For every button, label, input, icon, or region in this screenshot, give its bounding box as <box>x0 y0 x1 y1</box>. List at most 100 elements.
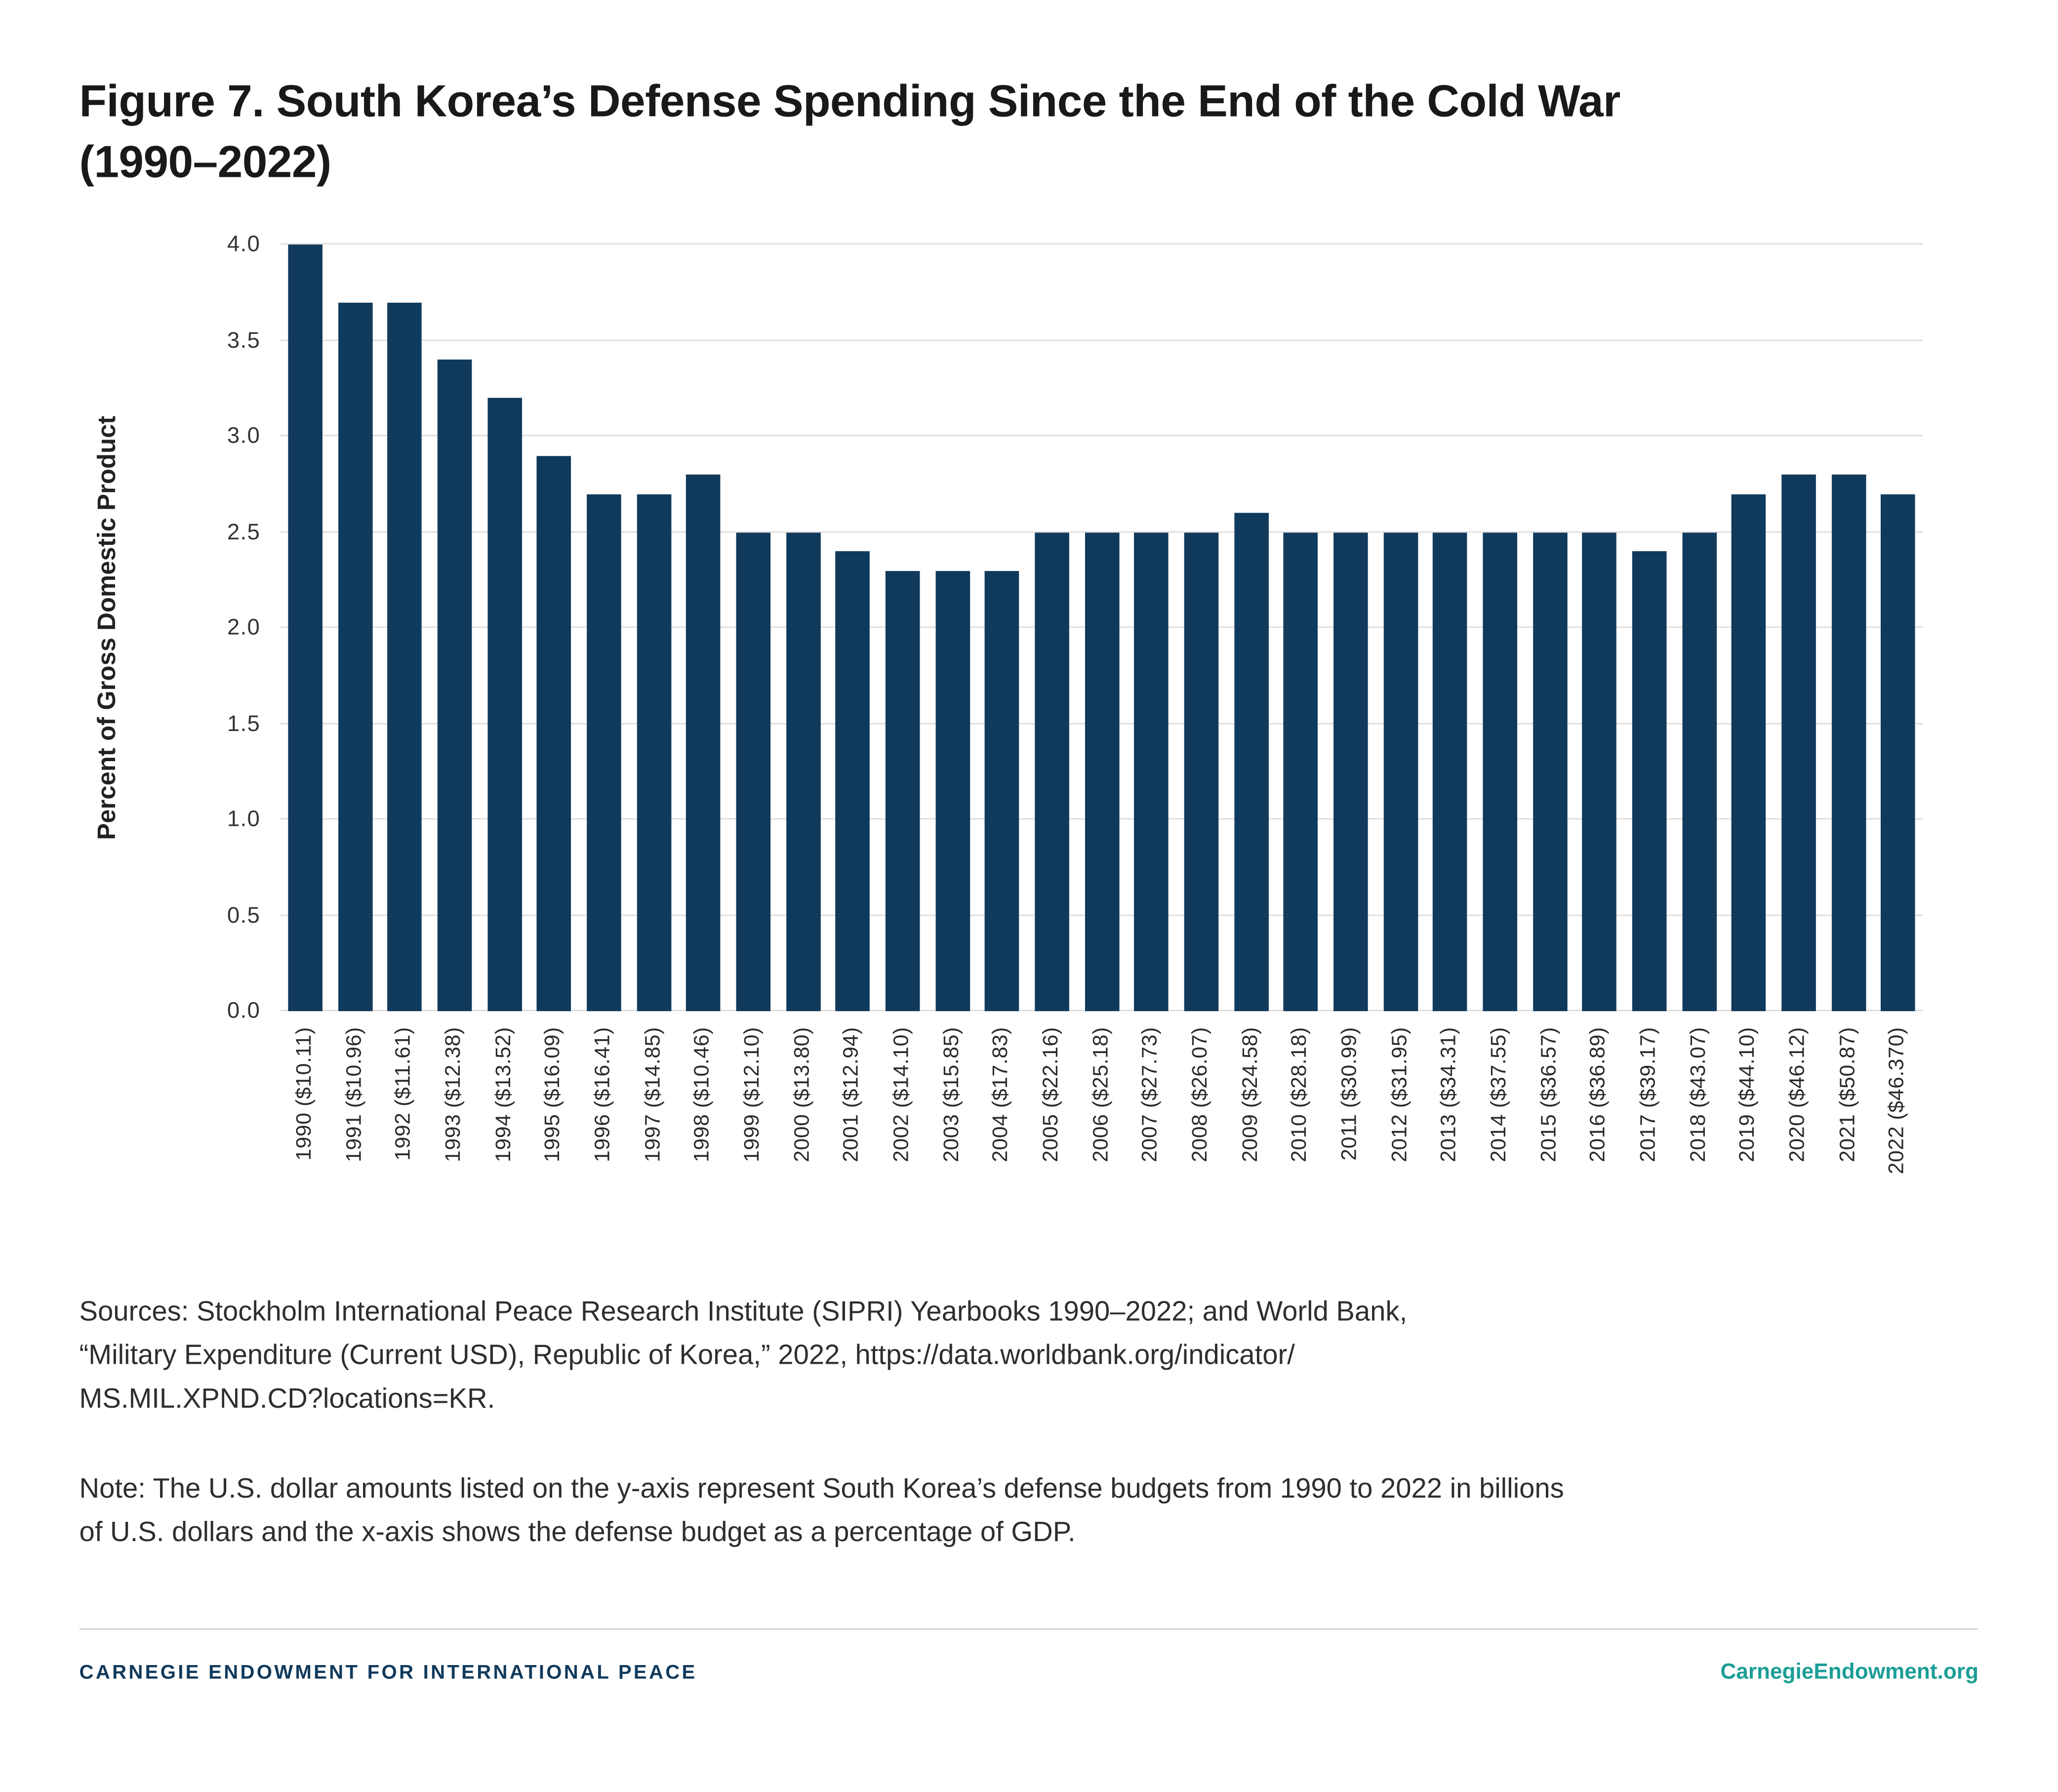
note-text: Note: The U.S. dollar amounts listed on … <box>80 1467 1564 1554</box>
x-tick-label: 2006 ($25.18) <box>1090 1027 1113 1162</box>
bar-column: 2003 ($15.85) <box>928 244 977 1249</box>
bar-column: 2001 ($12.94) <box>828 244 878 1249</box>
bar-column: 2008 ($26.07) <box>1176 244 1226 1249</box>
x-tick-label: 2014 ($37.55) <box>1488 1027 1511 1162</box>
x-tick-label: 2013 ($34.31) <box>1438 1027 1461 1162</box>
sources-line-3: MS.MIL.XPND.CD?locations=KR. <box>79 1384 495 1415</box>
bar <box>1781 474 1816 1012</box>
bar <box>287 244 323 1012</box>
bar-column: 2010 ($28.18) <box>1276 244 1326 1249</box>
bar <box>337 302 372 1012</box>
x-tick-label: 2010 ($28.18) <box>1289 1027 1312 1162</box>
note-line-2: of U.S. dollars and the x-axis shows the… <box>79 1517 1076 1548</box>
x-tick-label: 2012 ($31.95) <box>1388 1027 1411 1162</box>
bar-column: 2015 ($36.57) <box>1525 244 1575 1249</box>
bar <box>1383 532 1418 1012</box>
bar <box>536 455 571 1012</box>
bar <box>1433 532 1468 1012</box>
bar-column: 2012 ($31.95) <box>1375 244 1425 1249</box>
bar-column: 2018 ($43.07) <box>1674 244 1724 1249</box>
bar-column: 2009 ($24.58) <box>1226 244 1276 1249</box>
bar <box>935 570 970 1012</box>
bar-column: 2022 ($46.370) <box>1873 244 1923 1249</box>
bar <box>636 493 671 1012</box>
bar <box>1632 551 1667 1012</box>
y-tick-label: 3.5 <box>227 327 261 353</box>
bar-column: 2021 ($50.87) <box>1823 244 1873 1249</box>
x-tick-label: 2007 ($27.73) <box>1139 1027 1162 1162</box>
x-tick-label: 1996 ($16.41) <box>592 1027 614 1162</box>
bar-column: 2014 ($37.55) <box>1475 244 1525 1249</box>
bar <box>1333 532 1368 1012</box>
bar-column: 2007 ($27.73) <box>1127 244 1176 1249</box>
footer-org-name: CARNEGIE ENDOWMENT FOR INTERNATIONAL PEA… <box>79 1661 697 1684</box>
x-tick-label: 1997 ($14.85) <box>642 1027 664 1162</box>
bar-column: 2006 ($25.18) <box>1077 244 1127 1249</box>
sources-text: Sources: Stockholm International Peace R… <box>80 1290 1408 1421</box>
bar <box>736 532 770 1012</box>
x-tick-label: 2001 ($12.94) <box>841 1027 864 1162</box>
bar-column: 1993 ($12.38) <box>430 244 480 1249</box>
bar <box>1732 493 1766 1012</box>
bar <box>1084 532 1119 1012</box>
gridline <box>280 243 1923 245</box>
x-tick-label: 1992 ($11.61) <box>393 1027 415 1161</box>
y-tick-label: 2.0 <box>227 614 261 640</box>
bar-column: 1994 ($13.52) <box>480 244 529 1249</box>
sources-line-2: “Military Expenditure (Current USD), Rep… <box>79 1340 1295 1371</box>
x-tick-label: 2019 ($44.10) <box>1737 1027 1760 1162</box>
bar-column: 2011 ($30.99) <box>1326 244 1375 1249</box>
bar-chart: 1990 ($10.11) 1991 ($10.96) 1992 ($11.61) 1… <box>280 244 1923 1249</box>
x-tick-label: 2005 ($22.16) <box>1040 1027 1063 1162</box>
bar-column: 1999 ($12.10) <box>728 244 778 1249</box>
y-tick-label: 2.5 <box>227 519 261 544</box>
x-tick-label: 2008 ($26.07) <box>1189 1027 1212 1162</box>
y-axis-title: Percent of Gross Domestic Product <box>93 415 122 840</box>
y-tick-label: 3.0 <box>227 423 261 448</box>
bar <box>487 398 522 1012</box>
bar-column: 1991 ($10.96) <box>330 244 380 1249</box>
bar <box>1234 513 1268 1012</box>
bar <box>786 532 820 1012</box>
figure-title-line1: Figure 7. South Korea’s Defense Spending… <box>79 77 1621 127</box>
bar-column: 2017 ($39.17) <box>1624 244 1674 1249</box>
bar-column: 2000 ($13.80) <box>778 244 828 1249</box>
bar-column: 1997 ($14.85) <box>629 244 679 1249</box>
bar <box>1533 532 1567 1012</box>
bar <box>686 474 721 1012</box>
y-tick-label: 0.5 <box>227 902 261 928</box>
bar-column: 2004 ($17.83) <box>977 244 1027 1249</box>
x-tick-label: 2022 ($46.370) <box>1886 1027 1909 1175</box>
x-tick-label: 1991 ($10.96) <box>343 1027 365 1162</box>
x-tick-label: 1993 ($12.38) <box>443 1027 465 1162</box>
bar-column: 2013 ($34.31) <box>1425 244 1475 1249</box>
bar <box>1184 532 1219 1012</box>
x-tick-label: 2004 ($17.83) <box>990 1027 1013 1162</box>
bar-column: 1992 ($11.61) <box>380 244 430 1249</box>
gridline <box>280 530 1923 532</box>
bar-column: 1996 ($16.41) <box>579 244 629 1249</box>
x-tick-label: 2015 ($36.57) <box>1537 1027 1561 1162</box>
bar <box>586 493 621 1012</box>
bar <box>885 570 920 1012</box>
x-tick-label: 2002 ($14.10) <box>890 1027 913 1162</box>
x-tick-label: 2020 ($46.12) <box>1786 1027 1810 1162</box>
bar <box>1831 474 1866 1012</box>
bar <box>1284 532 1318 1012</box>
x-tick-label: 1998 ($10.46) <box>691 1027 714 1162</box>
x-tick-label: 1999 ($12.10) <box>741 1027 764 1162</box>
bar-column: 2016 ($36.89) <box>1574 244 1624 1249</box>
x-tick-label: 2017 ($39.17) <box>1637 1027 1660 1162</box>
y-tick-label: 1.0 <box>227 806 261 832</box>
y-tick-label: 1.5 <box>227 710 261 736</box>
bar-column: 2002 ($14.10) <box>878 244 928 1249</box>
bar <box>985 570 1019 1012</box>
x-tick-label: 2018 ($43.07) <box>1687 1027 1710 1162</box>
sources-line-1: Sources: Stockholm International Peace R… <box>79 1297 1408 1327</box>
x-tick-label: 2003 ($15.85) <box>940 1027 963 1162</box>
bar-column: 1998 ($10.46) <box>679 244 728 1249</box>
y-axis-tick-labels: 0.0 0.5 1.0 1.5 2.0 2.5 3.0 3.5 4.0 <box>159 231 261 1023</box>
x-tick-label: 2021 ($50.87) <box>1836 1027 1859 1162</box>
x-tick-label: 1990 ($10.11) <box>293 1027 316 1161</box>
